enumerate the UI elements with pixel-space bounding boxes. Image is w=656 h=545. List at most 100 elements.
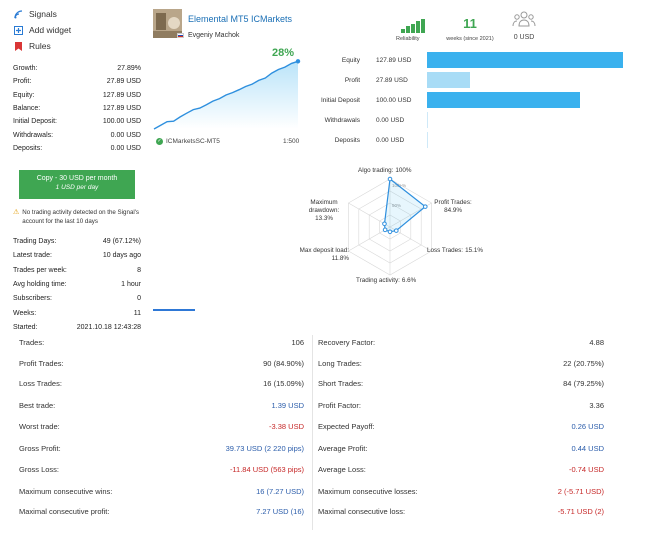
stat-detail-label: Maximal consecutive profit:	[19, 507, 110, 516]
radar-chart: 100+%50%	[348, 176, 432, 276]
stat-detail-label: Profit Factor:	[318, 401, 361, 410]
nav-add-widget[interactable]: Add widget	[13, 22, 141, 38]
reliability-label: Reliability	[396, 36, 420, 42]
stat-detail-value: 106	[291, 338, 304, 347]
stat-detail-value: 1.39 USD	[271, 401, 304, 410]
balance-bar-label: Deposits	[334, 136, 360, 144]
radar-point	[387, 176, 393, 182]
stat-detail-value: 2 (-5.71 USD)	[557, 486, 604, 496]
stat-row: Latest trade: 10 days ago	[13, 252, 141, 260]
weeks-count: 11	[463, 16, 477, 31]
stat-detail-label: Gross Profit:	[19, 444, 61, 453]
balance-bar-value: 27.89 USD	[376, 76, 408, 84]
reliability-bar	[411, 23, 415, 33]
stat-detail-row: Long Trades: 22 (20.75%)	[318, 359, 604, 368]
stat-detail-label: Average Loss:	[318, 464, 366, 474]
stat-detail-row: Maximal consecutive loss: -5.71 USD (2)	[318, 507, 604, 516]
radar-axis-label: Loss Trades: 15.1%	[427, 247, 483, 255]
nav-signals-label: Signals	[29, 9, 57, 19]
radar-axis-value: 15.1%	[465, 247, 483, 254]
balance-bar	[427, 132, 428, 148]
stat-detail-row: Maximum consecutive wins: 16 (7.27 USD)	[19, 487, 304, 496]
stat-row: Subscribers: 0	[13, 295, 141, 303]
balance-bar-value: 127.89 USD	[376, 56, 412, 64]
stat-detail-label: Profit Trades:	[19, 358, 64, 368]
stat-detail-row: Short Trades: 84 (79.25%)	[318, 379, 604, 388]
nav-signals[interactable]: Signals	[13, 6, 141, 22]
nav-rules[interactable]: Rules	[13, 38, 141, 54]
balance-bar-label: Profit	[344, 76, 360, 84]
stat-detail-label: Average Profit:	[318, 444, 368, 453]
stat-row: Growth: 27.89%	[13, 65, 141, 73]
radar-axis-name: Algo trading:	[358, 167, 394, 174]
stat-detail-value: -5.71 USD (2)	[557, 507, 604, 516]
stat-detail-row: Profit Trades: 90 (84.90%)	[19, 359, 304, 368]
balance-bar	[427, 92, 580, 108]
leverage-value: 1:500	[283, 138, 300, 145]
stat-row: Trading Days: 49 (67.12%)	[13, 237, 141, 245]
radar-point	[382, 227, 388, 233]
stat-row: Profit: 27.89 USD	[13, 78, 141, 86]
radar-axis	[348, 226, 391, 252]
radar-axis-value: 84.9%	[444, 207, 462, 214]
balance-bar-row: Equity 127.89 USD	[300, 52, 623, 68]
radar-axis-value: 11.8%	[331, 255, 349, 262]
balance-bar-label: Initial Deposit	[320, 96, 360, 104]
stat-row: Weeks: 11	[13, 309, 141, 317]
stat-detail-value: 22 (20.75%)	[563, 358, 604, 368]
copy-subscribe-button[interactable]: Copy - 30 USD per month 1 USD per day	[19, 170, 135, 200]
reliability-bar	[421, 18, 425, 33]
stat-detail-label: Maximum consecutive losses:	[318, 486, 418, 496]
balance-bar-row: Withdrawals 0.00 USD	[300, 112, 428, 128]
stat-detail-label: Trades:	[19, 338, 45, 347]
stat-detail-row: Maximum consecutive losses: 2 (-5.71 USD)	[318, 487, 604, 496]
radar-point	[422, 204, 428, 209]
balance-bar	[427, 52, 623, 68]
stat-detail-value: -11.84 USD (563 pips)	[229, 464, 304, 474]
add-widget-icon	[13, 25, 23, 35]
stat-detail-row: Expected Payoff: 0.26 USD	[318, 422, 604, 431]
subscribe-price: Copy - 30 USD per month	[36, 175, 118, 183]
weeks-label: weeks (since 2021)	[446, 36, 494, 42]
reliability-bars-icon	[401, 18, 427, 33]
subscribers-funds: 0 USD	[513, 34, 535, 41]
growth-line	[153, 60, 299, 130]
stat-detail-row: Gross Loss: -11.84 USD (563 pips)	[19, 465, 304, 474]
radar-axis-label: Max deposit load: 11.8%	[300, 247, 349, 263]
radar-point	[382, 221, 387, 227]
stat-detail-value: 7.27 USD (16)	[256, 507, 304, 516]
balance-bar-row: Deposits 0.00 USD	[300, 132, 428, 148]
radar-axis-label: Maximum drawdown: 13.3%	[296, 199, 352, 223]
stat-detail-label: Expected Payoff:	[318, 421, 375, 431]
stat-row: Initial Deposit: 100.00 USD	[13, 118, 141, 126]
stat-detail-value: 0.44 USD	[571, 444, 604, 453]
stat-detail-row: Recovery Factor: 4.88	[318, 338, 604, 347]
radar-axis-label: Trading activity: 6.6%	[356, 277, 416, 285]
stat-detail-row: Maximal consecutive profit: 7.27 USD (16)	[19, 507, 304, 516]
stat-detail-label: Short Trades:	[318, 379, 364, 388]
growth-chart	[153, 59, 301, 130]
stat-row: Equity: 127.89 USD	[13, 91, 141, 99]
growth-value: 28%	[272, 47, 295, 59]
inactivity-notice: ⚠ No trading activity detected on the Si…	[13, 208, 141, 226]
stat-row: Started: 2021.10.18 12:43:28	[13, 324, 141, 332]
stat-detail-label: Best trade:	[19, 401, 56, 410]
radar-axis-label: Algo trading: 100%	[358, 167, 411, 175]
balance-bar-row: Initial Deposit 100.00 USD	[300, 92, 580, 108]
broker-server[interactable]: ✓ ICMarketsSC-MT5	[156, 138, 220, 145]
notice-text: No trading activity detected on the Sign…	[22, 209, 140, 226]
radar-axis-name: Max deposit load:	[299, 247, 349, 254]
radar-axis-name: Maximum drawdown:	[308, 199, 340, 214]
stat-row: Deposits: 0.00 USD	[13, 144, 141, 152]
signal-title[interactable]: Elemental MT5 ICMarkets	[188, 14, 293, 24]
stat-detail-label: Worst trade:	[19, 421, 60, 431]
trading-stats: Trading Days: 49 (67.12%) Latest trade: 10…	[13, 234, 141, 335]
stat-detail-row: Profit Factor: 3.36	[318, 401, 604, 410]
scroll-indicator	[153, 309, 195, 311]
author-name[interactable]: Evgeniy Machok	[188, 32, 240, 39]
reliability-bar	[406, 26, 410, 33]
stat-detail-value: 16 (7.27 USD)	[256, 486, 304, 496]
radar-axis-name: Loss Trades:	[427, 247, 464, 254]
stat-detail-row: Gross Profit: 39.73 USD (2 220 pips)	[19, 444, 304, 453]
stat-detail-label: Long Trades:	[318, 358, 362, 368]
